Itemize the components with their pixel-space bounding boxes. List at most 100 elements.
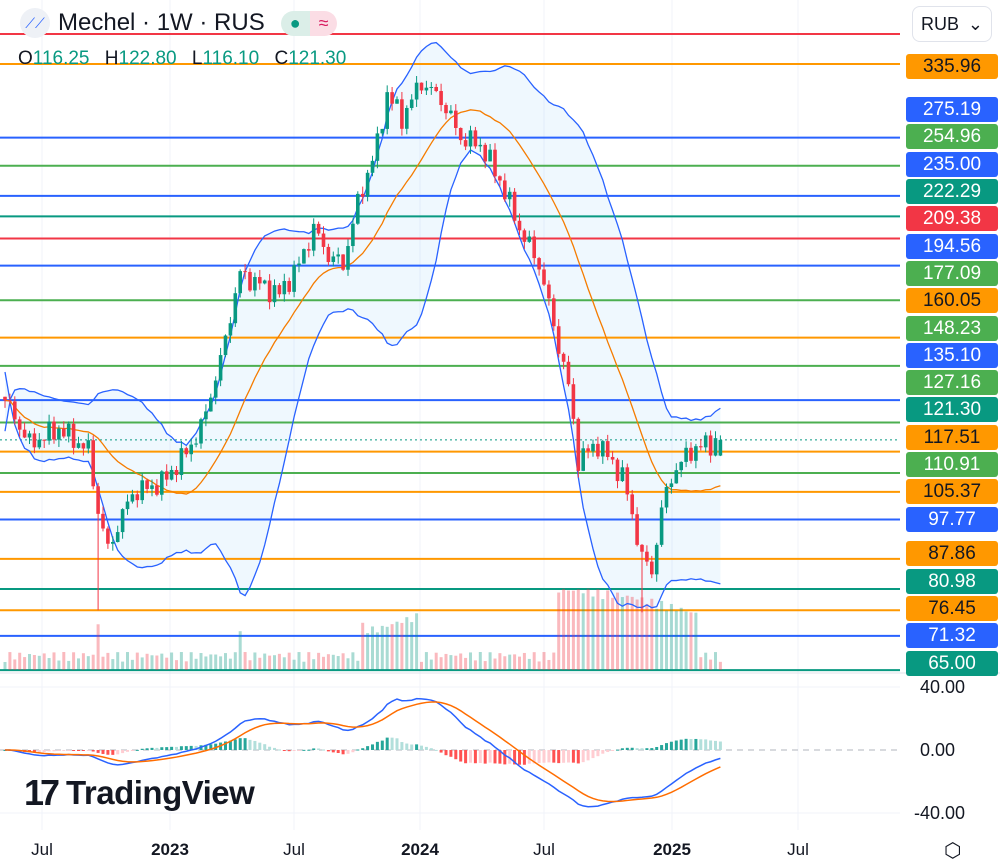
- macd-histogram-bar: [282, 750, 286, 751]
- macd-histogram-bar: [395, 738, 399, 750]
- candle-body: [375, 133, 380, 161]
- macd-histogram-bar: [714, 740, 717, 750]
- candle-body: [277, 285, 282, 295]
- volume-bar: [645, 603, 649, 670]
- macd-histogram-bar: [175, 746, 178, 750]
- macd-histogram-bar: [326, 750, 330, 752]
- volume-bar: [184, 661, 188, 670]
- candle-body: [405, 107, 409, 129]
- tradingview-wordmark: TradingView: [66, 774, 255, 811]
- macd-histogram-bar: [483, 750, 487, 764]
- macd-histogram-bar: [121, 750, 125, 754]
- candle-body: [468, 130, 473, 147]
- macd-histogram-bar: [694, 738, 698, 750]
- candle-body: [630, 494, 634, 515]
- volume-bar: [410, 622, 414, 670]
- price-level-label: 194.56: [906, 233, 998, 259]
- open-label: O: [18, 48, 33, 69]
- candle-body: [635, 514, 639, 545]
- price-level-label: 97.77: [906, 506, 998, 532]
- macd-histogram-bar: [689, 739, 693, 750]
- volume-bar: [77, 658, 80, 670]
- macd-histogram-bar: [32, 750, 36, 753]
- volume-bar: [674, 610, 678, 670]
- volume-bar: [567, 590, 570, 670]
- volume-bar: [253, 652, 257, 670]
- time-axis-label: Jul: [533, 840, 555, 859]
- close-label: C: [274, 48, 289, 69]
- volume-bar: [219, 656, 223, 670]
- status-pill[interactable]: ● ≈: [280, 10, 338, 36]
- candle-body: [365, 172, 370, 197]
- candle-body: [400, 99, 404, 129]
- macd-histogram-bar: [424, 746, 428, 750]
- settings-icon[interactable]: ⬡: [944, 840, 962, 862]
- volume-bar: [3, 662, 7, 670]
- volume-bar: [228, 658, 232, 670]
- macd-histogram-bar: [135, 749, 139, 751]
- volume-bar: [331, 654, 335, 670]
- macd-histogram-bar: [145, 748, 149, 750]
- volume-bar: [351, 652, 355, 670]
- volume-bar: [145, 653, 149, 670]
- volume-bar: [336, 656, 340, 670]
- macd-histogram-bar: [160, 747, 164, 750]
- macd-histogram-bar: [557, 750, 561, 764]
- candle-body: [160, 471, 164, 495]
- volume-bar: [655, 608, 659, 670]
- volume-bar: [243, 652, 247, 670]
- close-value: 121.30: [288, 48, 347, 69]
- candle-body: [258, 277, 262, 284]
- market-open-icon: ●: [280, 10, 310, 36]
- candle-body: [8, 400, 12, 402]
- candle-body: [522, 230, 527, 242]
- price-level-label: 127.16: [906, 370, 998, 396]
- volume-bar: [194, 658, 198, 670]
- volume-bar: [586, 588, 590, 670]
- bollinger-fill: [5, 42, 721, 608]
- macd-histogram-bar: [459, 750, 463, 762]
- volume-bar: [601, 599, 605, 670]
- macd-histogram-bar: [150, 747, 154, 750]
- volume-bar: [277, 653, 281, 670]
- macd-histogram-bar: [366, 746, 370, 750]
- candle-body: [209, 397, 213, 412]
- volume-bar: [542, 652, 546, 670]
- volume-bar: [508, 654, 512, 670]
- candle-body: [145, 480, 149, 489]
- currency-select[interactable]: RUB ⌄: [912, 6, 992, 42]
- volume-bar: [346, 658, 350, 670]
- macd-histogram-bar: [601, 750, 605, 754]
- candle-body: [331, 256, 336, 263]
- candle-body: [610, 456, 615, 460]
- volume-bar: [640, 597, 644, 670]
- macd-histogram-bar: [449, 750, 453, 757]
- volume-bar: [596, 589, 600, 670]
- volume-bar: [464, 657, 468, 670]
- candle-body: [86, 440, 91, 449]
- time-axis-label: 2023: [151, 840, 189, 859]
- candle-body: [302, 249, 306, 264]
- volume-bar: [233, 652, 237, 670]
- volume-bar: [429, 659, 433, 670]
- tradingview-logo[interactable]: 17 TradingView: [24, 772, 255, 814]
- volume-bar: [483, 661, 487, 670]
- time-axis-label: 2024: [401, 840, 439, 859]
- macd-histogram-bar: [709, 740, 713, 750]
- volume-bar: [635, 599, 639, 670]
- volume-bar: [454, 655, 458, 670]
- volume-bar: [718, 661, 722, 670]
- macd-histogram-bar: [331, 750, 335, 753]
- macd-histogram-bar: [645, 748, 649, 750]
- macd-histogram-bar: [189, 745, 193, 750]
- macd-histogram-bar: [552, 750, 556, 763]
- volume-bar: [581, 593, 585, 670]
- candle-body: [292, 265, 296, 292]
- macd-histogram-bar: [42, 750, 46, 753]
- candle-body: [473, 130, 478, 147]
- macd-histogram-bar: [116, 750, 120, 755]
- macd-histogram-bar: [351, 750, 355, 753]
- macd-histogram-bar: [258, 742, 262, 750]
- candle-body: [605, 441, 610, 457]
